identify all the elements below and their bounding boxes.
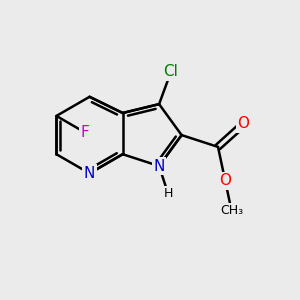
Text: H: H — [163, 187, 173, 200]
Text: F: F — [80, 125, 89, 140]
Text: N: N — [84, 166, 95, 181]
Text: O: O — [219, 173, 231, 188]
Text: Cl: Cl — [164, 64, 178, 79]
Text: CH₃: CH₃ — [220, 204, 243, 217]
Text: N: N — [153, 158, 165, 173]
Text: O: O — [238, 116, 250, 131]
